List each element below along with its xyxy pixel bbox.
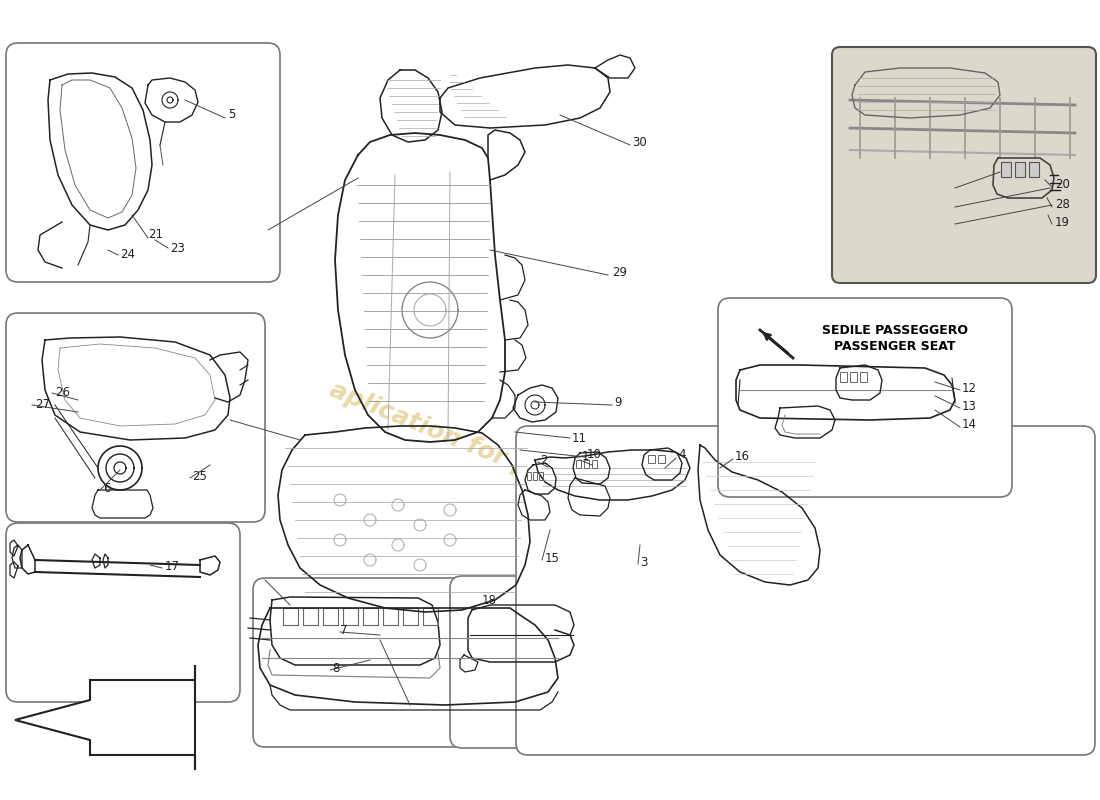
Bar (850, 372, 857, 382)
Text: 17: 17 (165, 561, 180, 574)
FancyBboxPatch shape (6, 43, 280, 282)
FancyBboxPatch shape (6, 523, 240, 702)
FancyBboxPatch shape (6, 313, 265, 522)
Text: 18: 18 (482, 594, 497, 606)
Polygon shape (15, 665, 195, 770)
Text: 27: 27 (35, 398, 50, 411)
Bar (648, 455, 654, 463)
Text: 12: 12 (962, 382, 977, 394)
Text: 14: 14 (962, 418, 977, 431)
FancyBboxPatch shape (832, 47, 1096, 283)
Bar (539, 472, 543, 480)
Text: 19: 19 (1055, 215, 1070, 229)
Text: 1: 1 (582, 450, 590, 463)
Text: 24: 24 (120, 249, 135, 262)
Bar (658, 455, 666, 463)
Text: 9: 9 (614, 395, 622, 409)
Text: 20: 20 (1055, 178, 1070, 191)
Text: 25: 25 (192, 470, 207, 483)
Text: 2: 2 (540, 454, 548, 466)
Bar (592, 460, 597, 468)
Text: PASSENGER SEAT: PASSENGER SEAT (834, 339, 956, 353)
FancyBboxPatch shape (450, 576, 639, 748)
Text: 23: 23 (170, 242, 185, 254)
FancyBboxPatch shape (253, 578, 472, 747)
Bar (576, 460, 581, 468)
Bar (584, 460, 588, 468)
Text: 21: 21 (148, 229, 163, 242)
FancyBboxPatch shape (516, 426, 1094, 755)
Text: 26: 26 (55, 386, 70, 399)
Text: SEDILE PASSEGGERO: SEDILE PASSEGGERO (822, 323, 968, 337)
Text: 3: 3 (640, 555, 648, 569)
Text: 6: 6 (103, 482, 110, 494)
Text: 11: 11 (572, 431, 587, 445)
FancyBboxPatch shape (718, 298, 1012, 497)
Bar (527, 472, 531, 480)
Text: 4: 4 (678, 449, 685, 462)
Bar (840, 372, 847, 382)
Text: 5: 5 (228, 109, 235, 122)
Text: 10: 10 (587, 449, 602, 462)
Text: 15: 15 (544, 551, 560, 565)
Text: aplication for parts since 1994: aplication for parts since 1994 (326, 378, 735, 562)
Text: 13: 13 (962, 401, 977, 414)
Bar (534, 472, 537, 480)
Text: 30: 30 (632, 135, 647, 149)
Bar (1001, 162, 1011, 177)
Text: 16: 16 (735, 450, 750, 463)
Text: 7: 7 (340, 623, 348, 637)
Text: 29: 29 (612, 266, 627, 278)
Bar (1028, 162, 1040, 177)
Bar (1015, 162, 1025, 177)
Text: 28: 28 (1055, 198, 1070, 211)
Bar (860, 372, 867, 382)
Text: 8: 8 (332, 662, 340, 674)
